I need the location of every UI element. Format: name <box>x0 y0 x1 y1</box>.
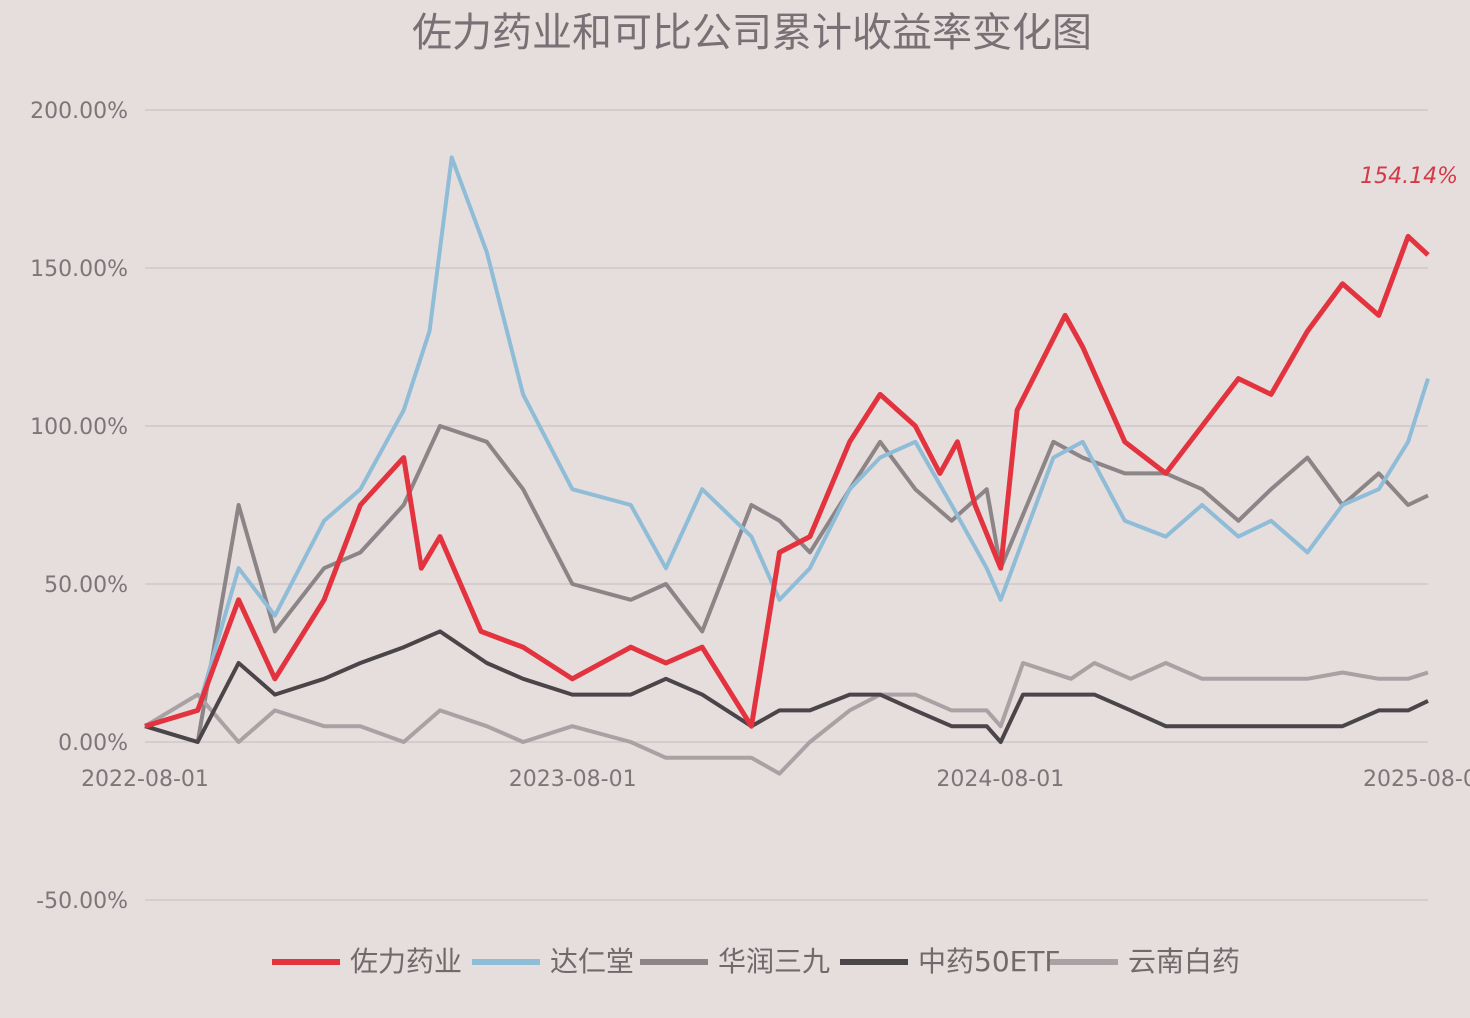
legend-item[interactable]: 华润三九 <box>640 945 830 978</box>
y-axis-ticks: 200.00% 150.00% 100.00% 50.00% 0.00% -50.00% <box>30 99 128 914</box>
y-tick-label: 150.00% <box>30 257 128 282</box>
legend-item[interactable]: 中药50ETF <box>840 945 1061 978</box>
legend[interactable]: 佐力药业 达仁堂 华润三九 中药50ETF 云南白药 <box>272 945 1240 978</box>
legend-label: 达仁堂 <box>550 945 634 978</box>
y-tick-label: 0.00% <box>58 731 128 756</box>
series-line-1 <box>144 155 1430 729</box>
legend-item[interactable]: 云南白药 <box>1050 945 1240 978</box>
legend-label: 华润三九 <box>718 945 830 978</box>
series-line-3 <box>144 629 1429 744</box>
y-tick-label: 50.00% <box>44 573 128 598</box>
x-tick-label: 2023-08-01 <box>509 767 637 792</box>
series-lines <box>143 155 1430 776</box>
legend-item[interactable]: 佐力药业 <box>272 945 462 978</box>
x-axis-ticks: 2022-08-01 2023-08-01 2024-08-01 2025-08-0 <box>81 767 1470 792</box>
series-line-4 <box>143 661 1429 776</box>
annotation-label: 154.14% <box>1360 164 1458 189</box>
legend-item[interactable]: 达仁堂 <box>472 945 634 978</box>
series-line-0 <box>144 233 1430 729</box>
legend-label: 云南白药 <box>1128 945 1240 978</box>
legend-label: 中药50ETF <box>918 945 1061 978</box>
annotations: 154.14% <box>1360 164 1458 189</box>
x-tick-label: 2024-08-01 <box>936 767 1064 792</box>
legend-label: 佐力药业 <box>350 945 462 978</box>
chart-title: 佐力药业和可比公司累计收益率变化图 <box>412 10 1092 56</box>
x-tick-label: 2022-08-01 <box>81 767 209 792</box>
y-tick-label: -50.00% <box>36 889 128 914</box>
x-tick-label: 2025-08-0 <box>1363 767 1470 792</box>
gridlines <box>145 109 1428 901</box>
y-tick-label: 100.00% <box>30 415 128 440</box>
y-tick-label: 200.00% <box>30 99 128 124</box>
